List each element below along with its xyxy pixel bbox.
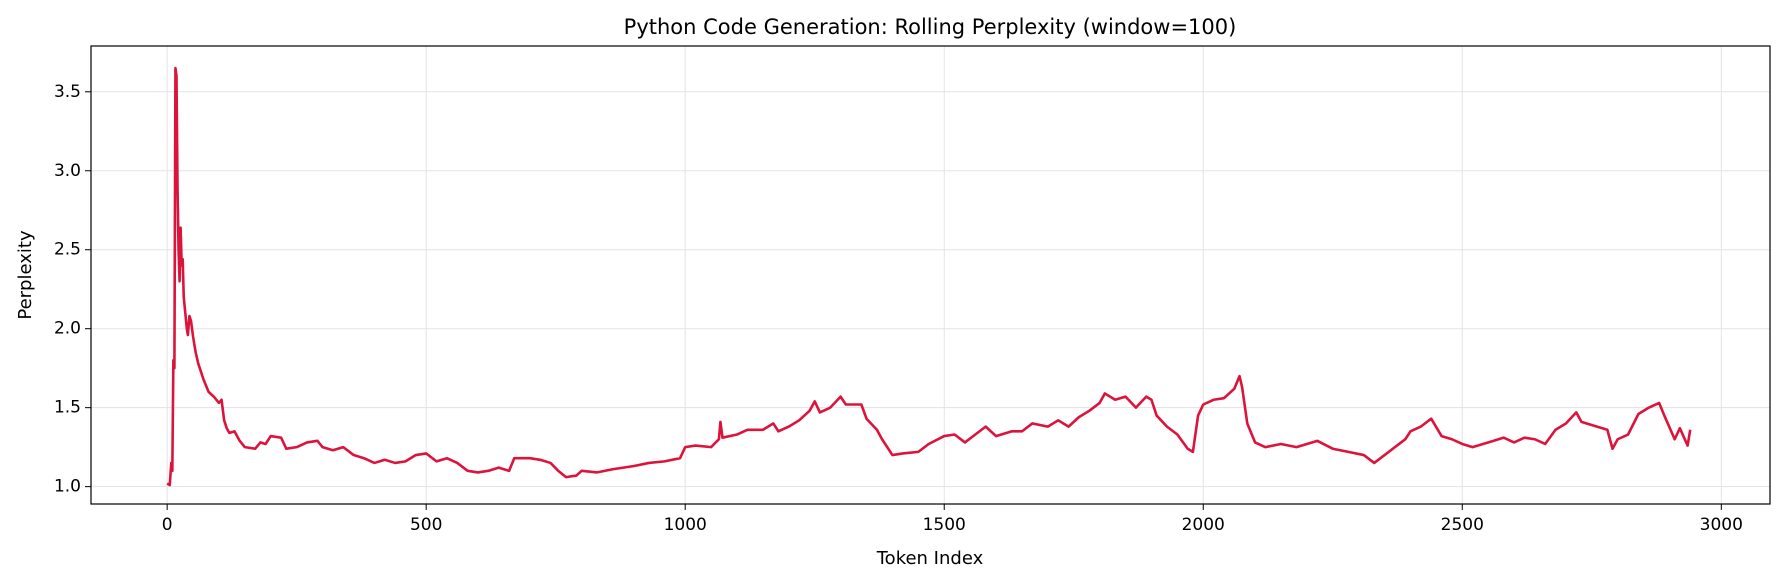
- x-tick-label: 0: [162, 515, 173, 535]
- x-axis-label: Token Index: [876, 548, 984, 569]
- y-tick-label: 1.0: [54, 477, 81, 497]
- x-tick-label: 1000: [664, 515, 707, 535]
- x-tick-label: 1500: [923, 515, 966, 535]
- y-tick-label: 3.5: [54, 82, 81, 102]
- y-tick-label: 2.0: [54, 319, 81, 339]
- x-tick-label: 2500: [1441, 515, 1484, 535]
- x-tick-label: 2000: [1182, 515, 1225, 535]
- chart-title: Python Code Generation: Rolling Perplexi…: [624, 15, 1237, 39]
- y-axis-label: Perplexity: [15, 230, 36, 320]
- y-tick-label: 1.5: [54, 398, 81, 418]
- x-tick-label: 3000: [1700, 515, 1743, 535]
- y-tick-label: 2.5: [54, 240, 81, 260]
- data-line: [166, 66, 1692, 487]
- plot-frame: [90, 45, 1771, 505]
- x-tick-label: 500: [410, 515, 442, 535]
- y-tick-label: 3.0: [54, 161, 81, 181]
